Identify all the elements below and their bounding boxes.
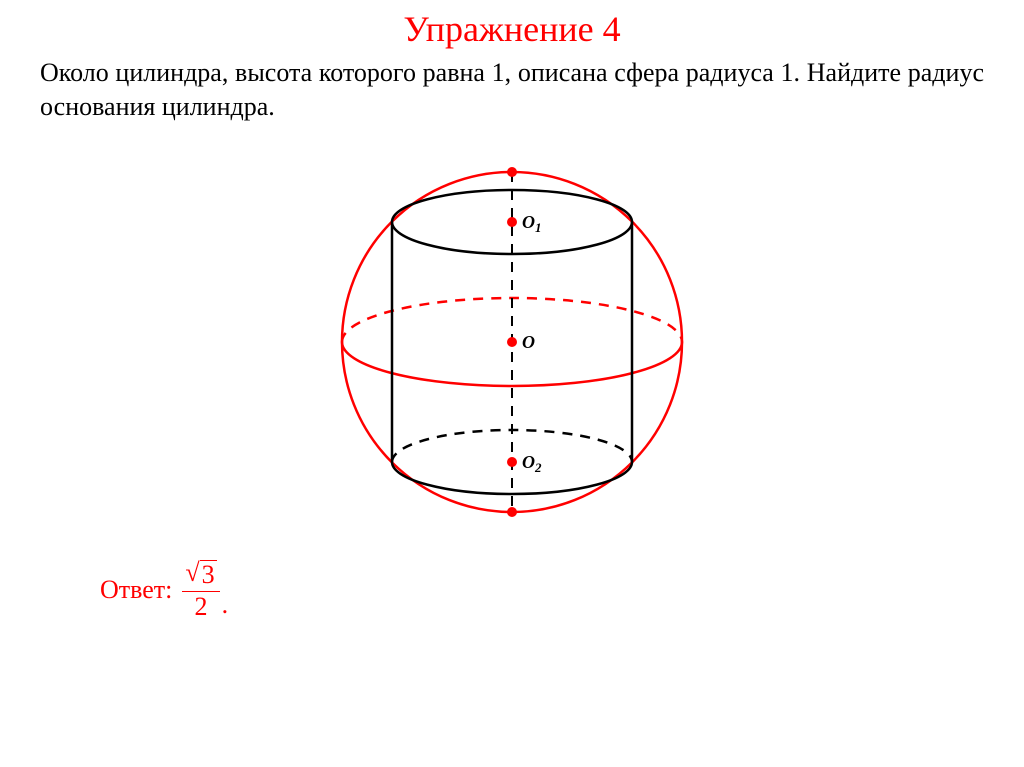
svg-text:O2: O2 [522,452,542,475]
answer-row: Ответ: √ 3 2 . [100,560,1024,621]
exercise-title: Упражнение 4 [0,0,1024,50]
diagram-container: O1 O O2 [0,142,1024,542]
svg-text:O1: O1 [522,212,542,235]
answer-value: √ 3 2 . [182,560,228,621]
sphere-cylinder-diagram: O1 O O2 [312,142,712,542]
svg-text:O: O [522,332,535,352]
problem-statement: Около цилиндра, высота которого равна 1,… [0,50,1024,124]
answer-label: Ответ: [100,575,172,605]
